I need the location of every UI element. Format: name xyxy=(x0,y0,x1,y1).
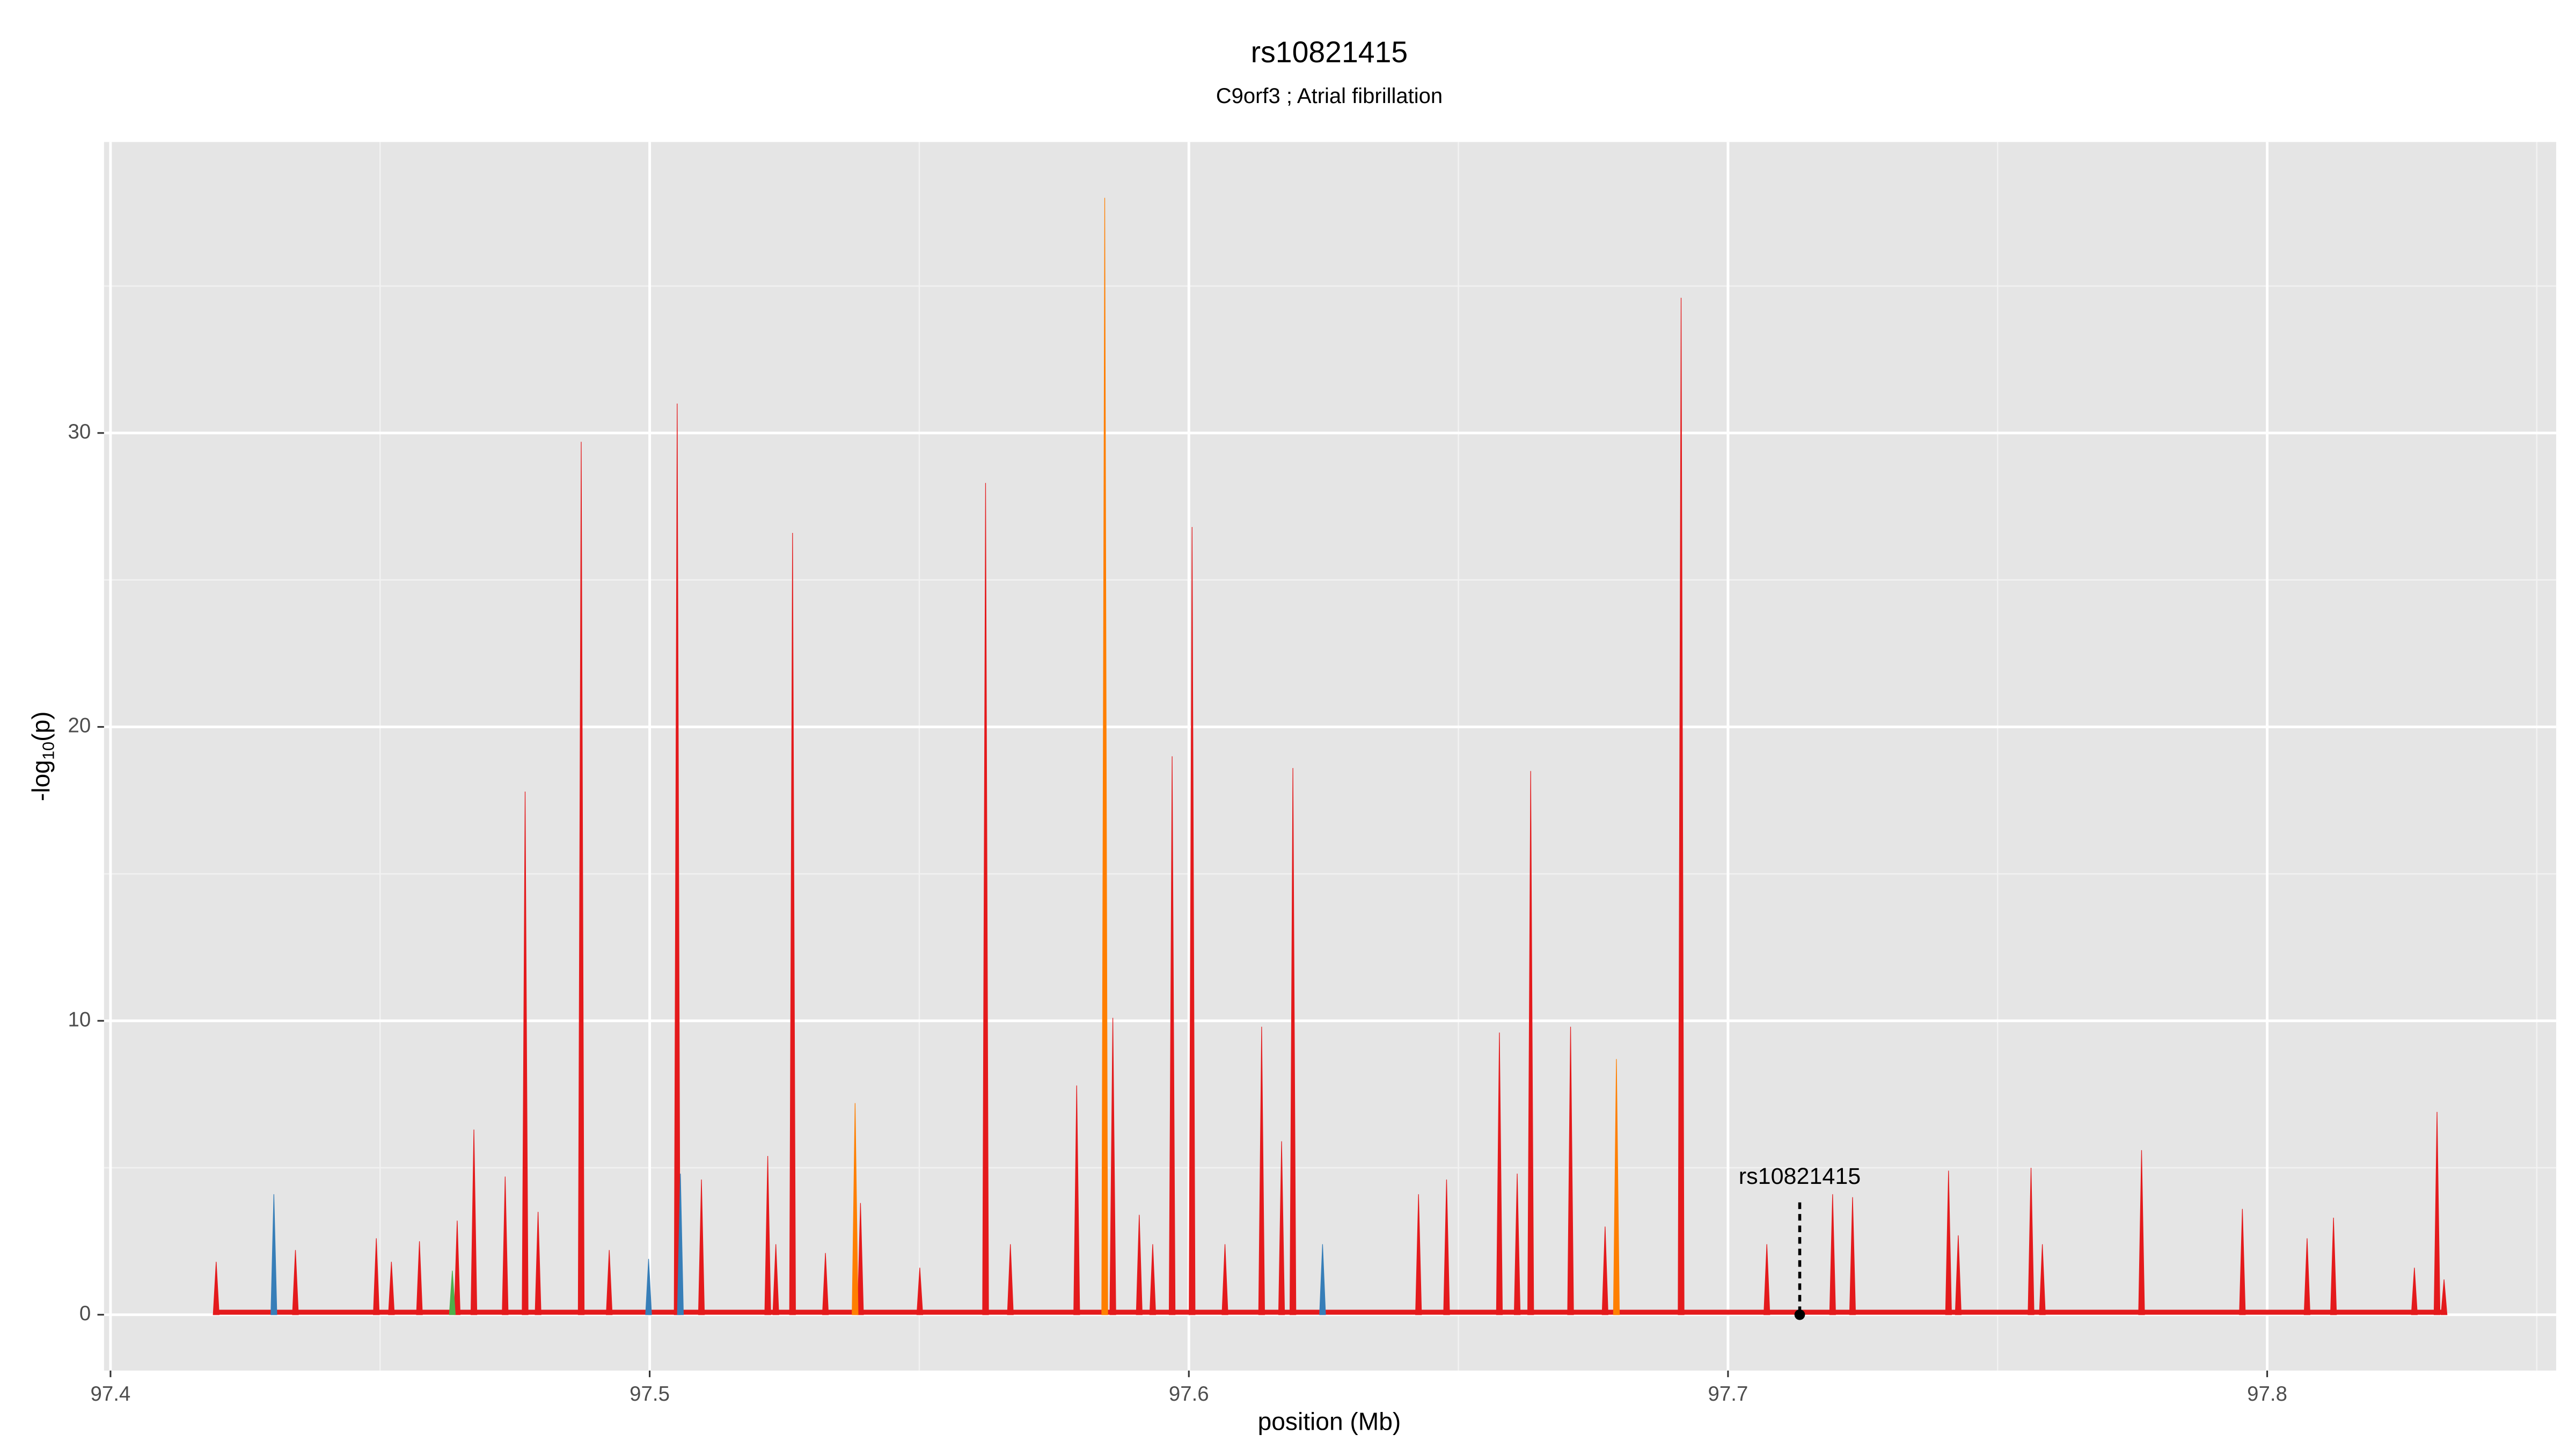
y-axis-label: -log10(p) xyxy=(27,711,57,801)
spike xyxy=(2330,1218,2337,1315)
spike xyxy=(606,1250,613,1315)
spike xyxy=(470,1129,478,1315)
spike xyxy=(213,1262,220,1315)
y-tick-label: 20 xyxy=(68,714,91,737)
y-tick-label: 10 xyxy=(68,1008,91,1031)
spike xyxy=(2028,1167,2035,1315)
spike xyxy=(388,1262,395,1315)
spike xyxy=(373,1238,380,1315)
spike xyxy=(857,1203,864,1315)
spike xyxy=(522,791,529,1315)
spike xyxy=(1189,527,1196,1315)
spike xyxy=(1496,1033,1503,1315)
x-tick-label: 97.5 xyxy=(630,1382,670,1406)
spike xyxy=(1567,1027,1574,1315)
x-tick-label: 97.8 xyxy=(2247,1382,2287,1406)
x-axis-label: position (Mb) xyxy=(1258,1407,1401,1435)
y-label-part: -log xyxy=(27,760,55,801)
chart-subtitle: C9orf3 ; Atrial fibrillation xyxy=(1216,84,1443,108)
y-tick-label: 30 xyxy=(68,420,91,443)
annotation-label: rs10821415 xyxy=(1739,1163,1861,1189)
spike xyxy=(1168,756,1176,1315)
spike xyxy=(1101,197,1108,1315)
spike xyxy=(1289,768,1297,1315)
spike xyxy=(1763,1244,1770,1315)
spike xyxy=(1221,1244,1228,1315)
spike xyxy=(677,1173,684,1315)
spike xyxy=(1945,1170,1952,1315)
spike xyxy=(449,1270,456,1315)
x-tick-label: 97.7 xyxy=(1708,1382,1748,1406)
spike xyxy=(1829,1194,1836,1315)
spike xyxy=(2303,1238,2311,1315)
spike xyxy=(822,1253,829,1315)
annotation-point xyxy=(1794,1309,1805,1320)
spike xyxy=(645,1258,652,1315)
x-tick-label: 97.4 xyxy=(90,1382,130,1406)
y-tick-label: 0 xyxy=(79,1302,91,1325)
spike xyxy=(1073,1085,1080,1315)
spike xyxy=(789,533,796,1315)
spike xyxy=(453,1220,461,1315)
spike xyxy=(1513,1173,1521,1315)
spike xyxy=(292,1250,299,1315)
spike xyxy=(852,1103,859,1315)
spike xyxy=(1136,1214,1143,1315)
spike xyxy=(2440,1279,2448,1315)
spike xyxy=(1319,1244,1326,1315)
spike xyxy=(2138,1150,2145,1315)
chart-title: rs10821415 xyxy=(1251,35,1408,69)
spike xyxy=(1443,1179,1450,1315)
spike xyxy=(1149,1244,1157,1315)
spike xyxy=(577,442,585,1315)
x-tick-label: 97.6 xyxy=(1169,1382,1209,1406)
spike xyxy=(1109,1018,1116,1315)
spike xyxy=(698,1179,705,1315)
spike xyxy=(982,482,989,1315)
panel xyxy=(104,142,2557,1371)
spike xyxy=(1258,1027,1265,1315)
y-label-part: (p) xyxy=(27,711,55,741)
spike xyxy=(270,1194,277,1315)
spike xyxy=(416,1241,423,1315)
spike xyxy=(2411,1268,2418,1315)
spike xyxy=(2239,1209,2246,1315)
spike xyxy=(1678,297,1685,1315)
spike xyxy=(772,1244,779,1315)
spike xyxy=(1601,1226,1609,1315)
spike xyxy=(2039,1244,2046,1315)
spike xyxy=(916,1268,924,1315)
y-label-sub: 10 xyxy=(39,742,57,760)
spike xyxy=(1415,1194,1422,1315)
spike xyxy=(1849,1197,1856,1315)
spike xyxy=(2433,1111,2441,1315)
spike xyxy=(1955,1235,1962,1315)
spike xyxy=(502,1176,509,1315)
spike xyxy=(764,1156,771,1315)
spike xyxy=(1527,771,1534,1315)
spike xyxy=(1007,1244,1014,1315)
spike xyxy=(1613,1059,1620,1315)
spike xyxy=(1278,1141,1285,1315)
spike xyxy=(535,1212,541,1315)
